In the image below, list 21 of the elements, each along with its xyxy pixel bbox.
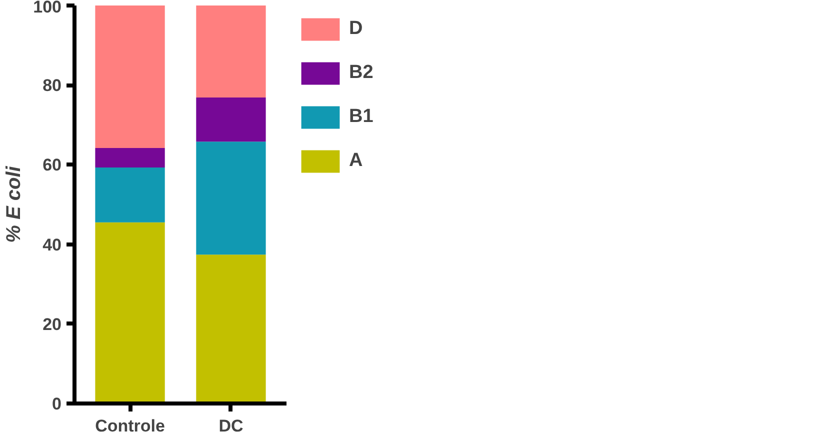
bar [196, 254, 266, 404]
legend-label: D [349, 18, 364, 40]
x-tick-label: Controle [95, 416, 165, 436]
legend-label: B1 [349, 106, 374, 128]
bar [196, 97, 266, 142]
x-tick-label: DC [218, 416, 244, 436]
y-tick-label: 0 [52, 394, 62, 414]
bar [196, 6, 266, 98]
bar [196, 142, 266, 255]
y-tick-label: 60 [42, 156, 62, 175]
y-tick-label: 40 [42, 235, 62, 254]
y-tick-label: 80 [42, 76, 62, 96]
bar [95, 148, 165, 168]
bar [95, 222, 165, 404]
y-tick-label: 100 [33, 0, 62, 16]
legend-label: B2 [349, 62, 374, 84]
y-tick-label: 20 [42, 314, 62, 334]
bar [95, 6, 165, 148]
bar [95, 167, 165, 222]
y-axis-title: % E coli [3, 166, 26, 243]
legend-label: A [349, 150, 364, 172]
